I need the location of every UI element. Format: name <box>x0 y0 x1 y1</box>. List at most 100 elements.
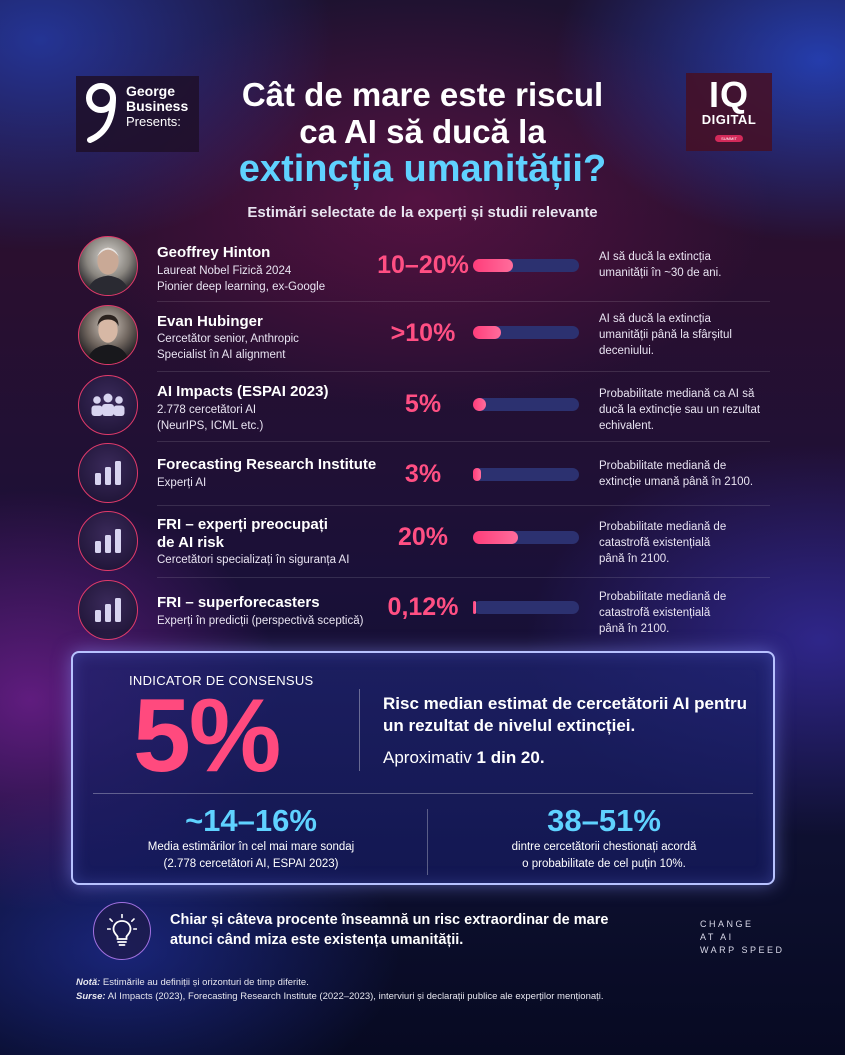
approx-prefix: Aproximativ <box>383 748 477 767</box>
row-percentage: 5% <box>404 390 442 418</box>
row-desc: 2.778 cercetători AI <box>157 404 257 416</box>
person-photo-icon <box>86 247 130 295</box>
row-note: AI să ducă la extincția umanității până … <box>599 311 774 359</box>
row-percentage: 3% <box>404 460 442 488</box>
row-name: AI Impacts (ESPAI 2023) <box>157 383 329 400</box>
consensus-approx: Aproximativ 1 din 20. <box>383 748 545 768</box>
row-note-line: deceniului. <box>599 345 654 357</box>
row-name: Evan Hubinger <box>157 313 263 330</box>
row-note-line: catastrofă existențială <box>599 607 711 619</box>
risk-bar-fill <box>473 601 477 614</box>
stat-share-desc: dintre cercetătorii chestionați acordă o… <box>445 839 763 873</box>
row-divider <box>157 441 770 442</box>
george-line2: Business <box>126 98 189 114</box>
stat-desc-line: o probabilitate de cel puțin 10%. <box>522 858 686 870</box>
row-note: Probabilitate mediană de catastrofă exis… <box>599 519 774 567</box>
group-avatar <box>78 375 138 435</box>
consensus-label: INDICATOR DE CONSENSUS <box>129 673 314 688</box>
sources-label: Surse: <box>76 991 106 1002</box>
row-note: AI să ducă la extincția umanității în ~3… <box>599 249 774 281</box>
tagline-line: CHANGE <box>700 919 754 929</box>
row-note-line: Probabilitate mediană de <box>599 591 727 603</box>
note-text: Estimările au definiții și orizonturi de… <box>100 977 309 988</box>
estimate-row-hinton: Geoffrey Hinton Laureat Nobel Fizică 202… <box>75 232 770 302</box>
bar-chart-icon <box>95 598 121 622</box>
iq-logo-text: IQ <box>708 74 749 115</box>
row-desc: Specialist în AI alignment <box>157 349 286 361</box>
stat-researcher-share: 38–51% <box>547 803 661 838</box>
consensus-panel: INDICATOR DE CONSENSUS 5% Risc median es… <box>71 651 775 885</box>
lightbulb-badge <box>93 902 151 960</box>
row-percentage: 20% <box>397 523 449 551</box>
stat-desc-line: dintre cercetătorii chestionați acordă <box>511 841 697 853</box>
row-note-line: Probabilitate mediană de <box>599 460 727 472</box>
person-photo-icon <box>86 314 130 364</box>
stat-survey-mean: ~14–16% <box>185 803 317 838</box>
group-icon <box>91 393 125 416</box>
row-name: FRI – experți preocupați de AI risk <box>157 516 328 552</box>
row-note-line: umanității până la sfârșitul <box>599 329 732 341</box>
iq-digital-summit-logo: IQ DIGITAL SUMMIT <box>686 73 772 151</box>
row-name: Forecasting Research Institute <box>157 456 377 473</box>
stat-desc-line: Media estimărilor în cel mai mare sondaj <box>147 841 355 853</box>
approx-value: 1 din 20. <box>476 748 545 767</box>
row-desc: Pionier deep learning, ex-Google <box>157 281 326 293</box>
risk-bar <box>473 259 579 272</box>
row-note-line: catastrofă existențială <box>599 537 711 549</box>
iq-summit-badge: SUMMIT <box>715 135 743 142</box>
footnotes: Notă: Estimările au definiții și orizont… <box>76 976 776 1004</box>
chart-avatar <box>78 443 138 503</box>
consensus-divider <box>359 689 360 771</box>
risk-bar-fill <box>473 398 486 411</box>
sources-line: Surse: AI Impacts (2023), Forecasting Re… <box>76 990 776 1004</box>
row-name: FRI – superforecasters <box>157 594 320 611</box>
title-highlight: extincția umanității? <box>238 148 607 190</box>
row-divider <box>157 301 770 302</box>
row-note-line: Probabilitate mediană ca AI să <box>599 388 755 400</box>
estimate-row-hubinger: Evan Hubinger Cercetător senior, Anthrop… <box>75 302 770 372</box>
estimate-row-ai-impacts: AI Impacts (ESPAI 2023) 2.778 cercetător… <box>75 372 770 442</box>
george-presents: Presents: <box>126 114 181 129</box>
sources-text: AI Impacts (2023), Forecasting Research … <box>105 991 604 1002</box>
george-g-icon <box>86 83 116 143</box>
row-note: Probabilitate mediană de extincție umană… <box>599 458 774 490</box>
chart-avatar <box>78 511 138 571</box>
estimate-row-superforecasters: FRI – superforecasters Experți în predic… <box>75 578 770 644</box>
risk-bar <box>473 601 579 614</box>
note-label: Notă: <box>76 977 101 988</box>
tagline: CHANGE AT AI WARP SPEED <box>700 918 785 957</box>
consensus-separator <box>93 793 753 794</box>
risk-bar-fill <box>473 531 518 544</box>
chart-avatar <box>78 580 138 640</box>
stats-divider <box>427 809 428 875</box>
row-desc: Laureat Nobel Fizică 2024 <box>157 265 292 277</box>
bar-chart-icon <box>95 461 121 485</box>
row-desc: (NeurIPS, ICML etc.) <box>157 420 264 432</box>
hinton-avatar <box>78 236 138 296</box>
row-desc: Cercetători specializați în siguranța AI <box>157 554 350 566</box>
row-note-line: umanității în ~30 de ani. <box>599 267 722 279</box>
stat-survey-desc: Media estimărilor în cel mai mare sondaj… <box>93 839 409 873</box>
iq-digital-text: DIGITAL <box>701 112 757 127</box>
page-title: Cât de mare este riscul ca AI să ducă la <box>200 76 645 150</box>
row-note: Probabilitate mediană ca AI să ducă la e… <box>599 386 774 434</box>
row-desc: Experți în predicții (perspectivă scepti… <box>157 615 364 627</box>
title-line1: Cât de mare este riscul <box>241 76 604 113</box>
row-name-line: de AI risk <box>157 534 224 551</box>
risk-bar <box>473 531 579 544</box>
page-subtitle: Estimări selectate de la experți și stud… <box>247 204 598 221</box>
hubinger-avatar <box>78 305 138 365</box>
risk-bar-fill <box>473 326 501 339</box>
estimate-row-fri: Forecasting Research Institute Experți A… <box>75 442 770 506</box>
estimate-row-fri-concerned: FRI – experți preocupați de AI risk Cerc… <box>75 506 770 578</box>
row-desc: Experți AI <box>157 477 207 489</box>
tagline-line: AT AI <box>700 932 734 942</box>
row-percentage: >10% <box>390 319 456 347</box>
george-business-logo: George Business Presents: <box>76 76 199 152</box>
row-note-line: ducă la extincție sau un rezultat <box>599 404 761 416</box>
row-note-line: echivalent. <box>599 420 654 432</box>
row-note-line: Probabilitate mediană de <box>599 521 727 533</box>
row-name: Geoffrey Hinton <box>157 244 271 261</box>
george-line1: George <box>126 83 176 99</box>
risk-bar <box>473 468 579 481</box>
